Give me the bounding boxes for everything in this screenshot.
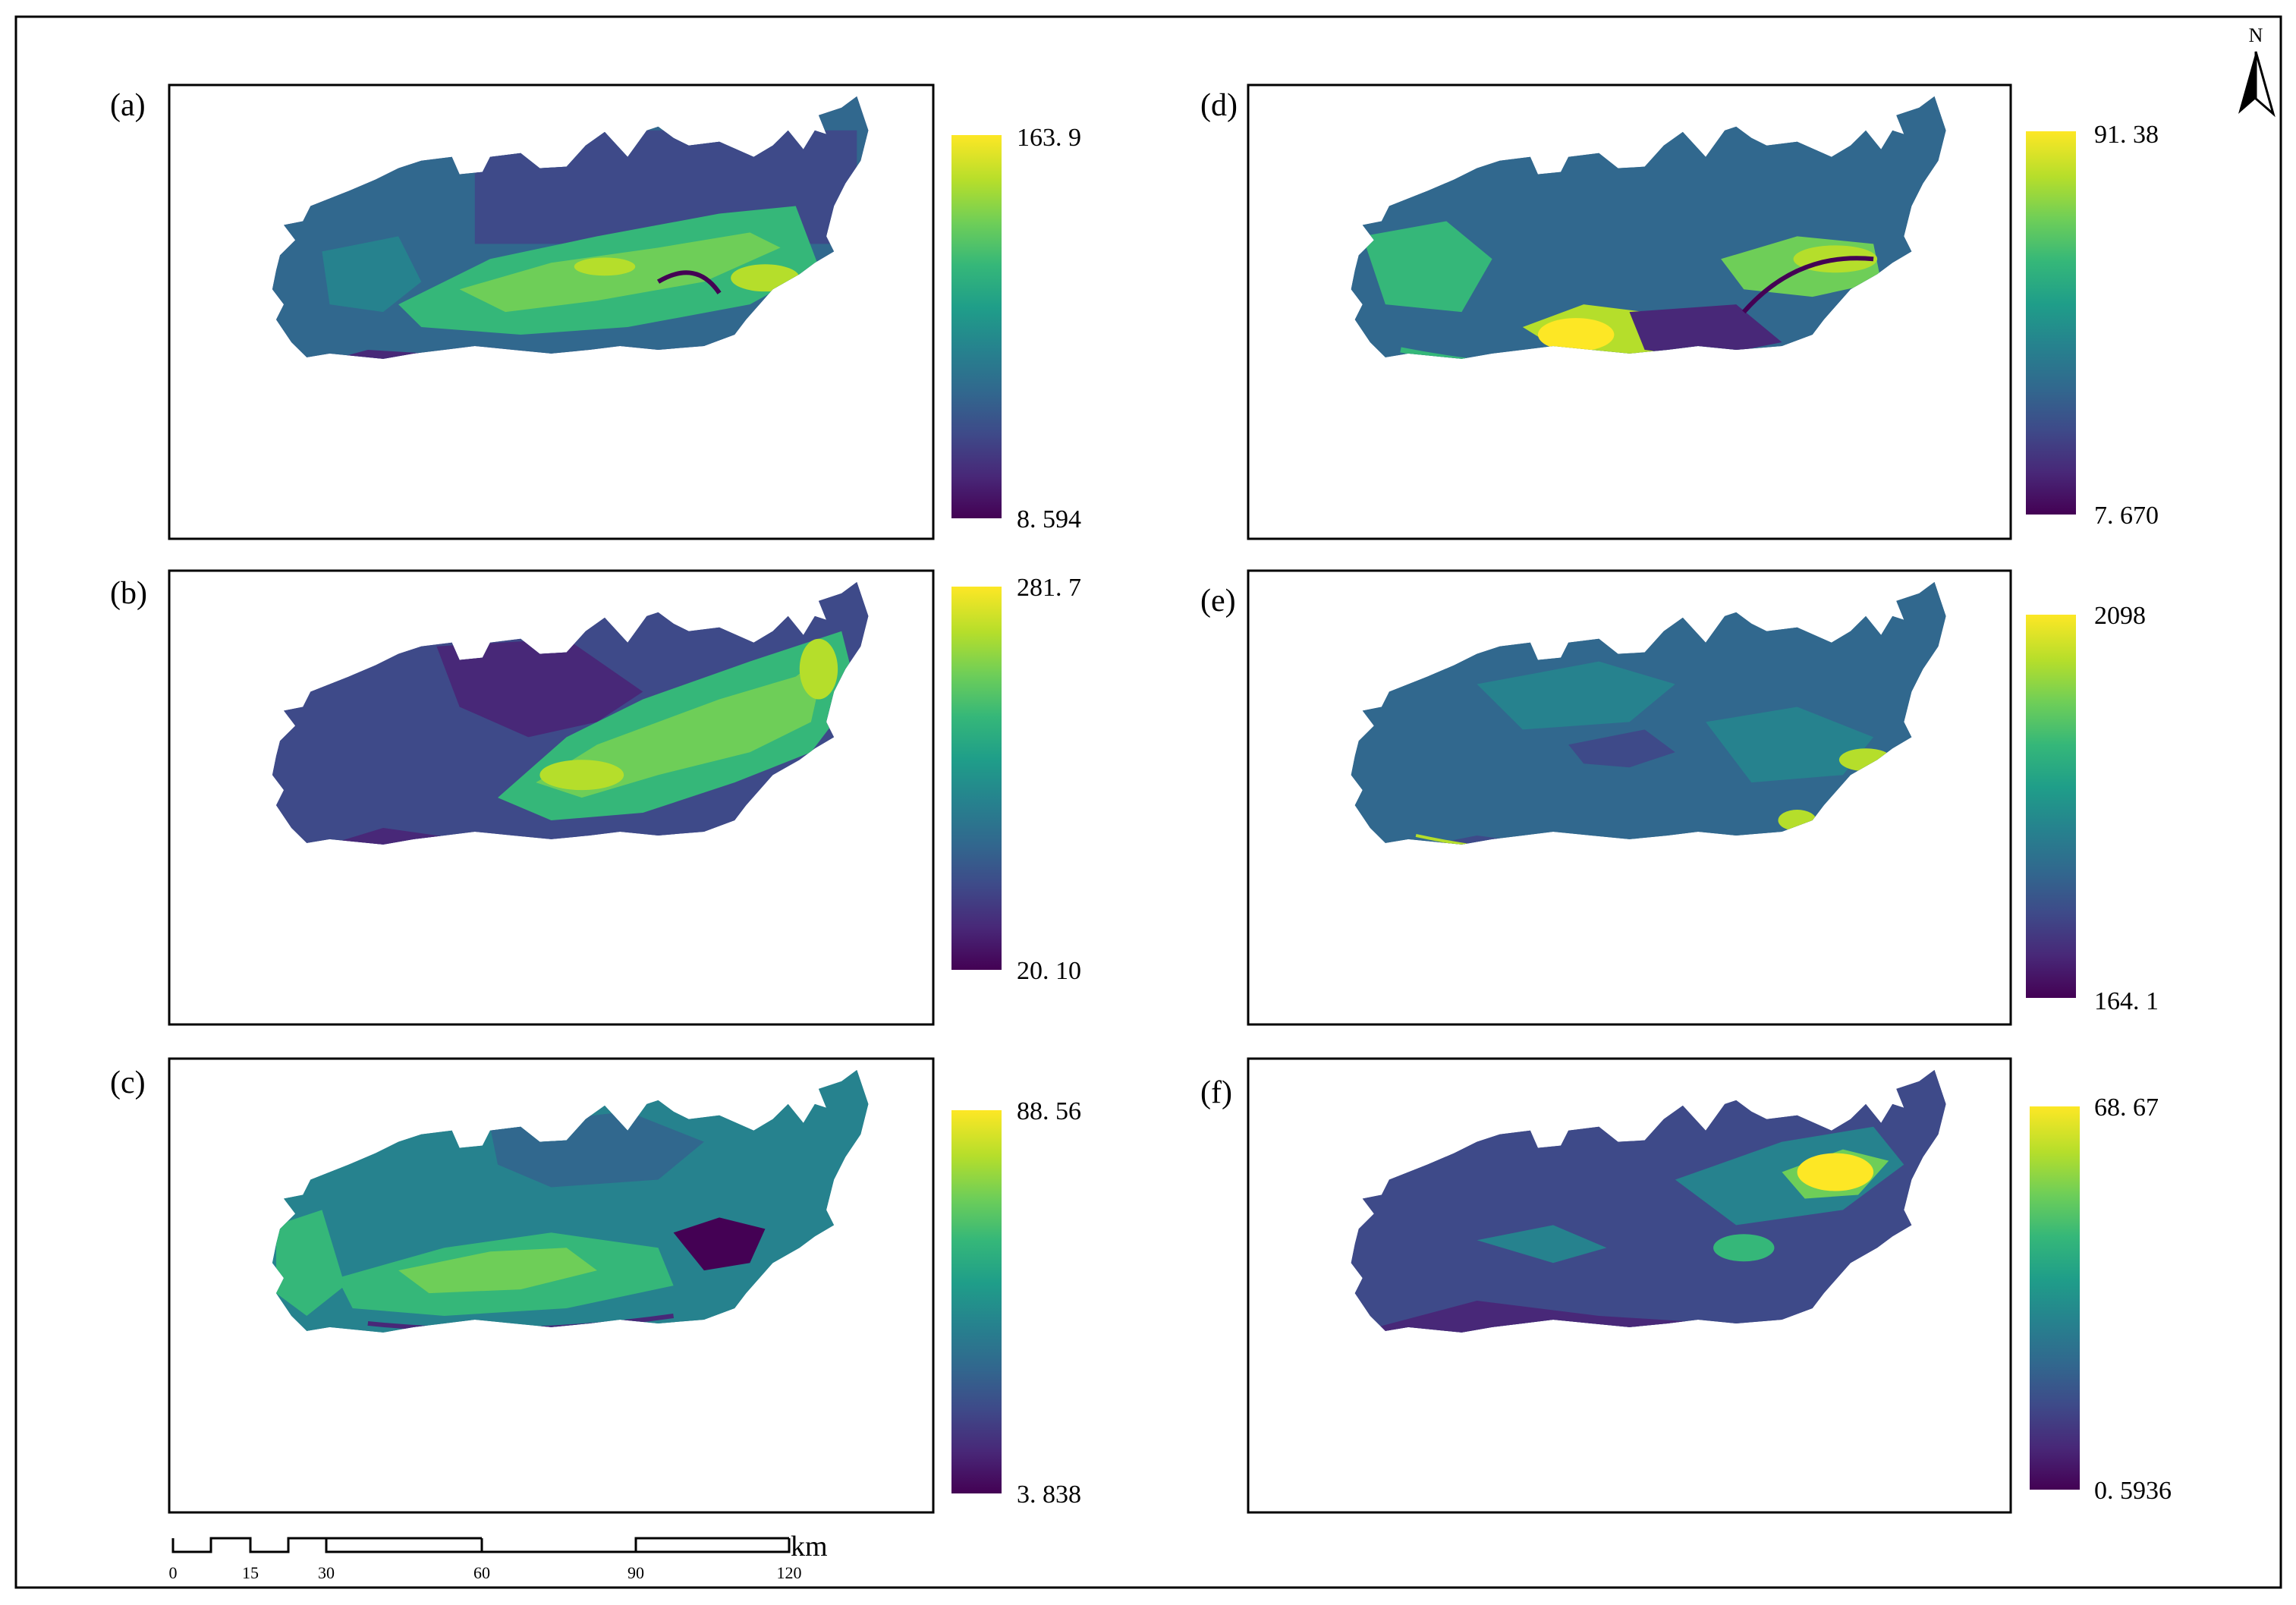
panel-f: (f) 68. 67 0. 5936	[1200, 1057, 2172, 1514]
scale-tick: 120	[777, 1563, 802, 1582]
scale-tick: 15	[242, 1563, 259, 1582]
figure-frame	[14, 15, 2282, 1589]
legend-max: 2098	[2094, 602, 2146, 630]
panel-label: (f)	[1200, 1075, 1232, 1110]
panel-d: (d) 91. 38 7. 670	[1200, 83, 2159, 540]
colorbar	[2026, 131, 2076, 515]
scale-bar: km 0 15 30 60 90 120	[169, 1531, 828, 1582]
legend-min: 3. 838	[1017, 1481, 1081, 1509]
panel-b: (b) 281. 7 20. 10	[110, 569, 1081, 1026]
legend-max: 88. 56	[1017, 1097, 1081, 1125]
panel-e: (e) 2098 164. 1	[1200, 569, 2159, 1026]
legend-min: 20. 10	[1017, 957, 1081, 985]
panel-label: (e)	[1200, 584, 1236, 618]
legend-max: 68. 67	[2094, 1094, 2159, 1122]
colorbar	[2030, 1106, 2080, 1490]
legend-min: 7. 670	[2094, 502, 2159, 530]
legend-max: 91. 38	[2094, 121, 2159, 149]
panel-label: (c)	[110, 1065, 146, 1100]
colorbar	[951, 135, 1002, 518]
colorbar	[951, 1110, 1002, 1493]
panel-a: (a) 163. 9 8. 594	[110, 83, 1081, 540]
panel-label: (d)	[1200, 88, 1238, 123]
panel-c: (c) 88. 56 3. 838	[110, 1057, 1081, 1514]
legend-min: 8. 594	[1017, 505, 1081, 533]
colorbar	[951, 587, 1002, 970]
legend-min: 164. 1	[2094, 987, 2159, 1015]
panel-label: (b)	[110, 576, 147, 611]
scale-tick: 60	[473, 1563, 490, 1582]
scale-tick: 0	[169, 1563, 178, 1582]
legend-max: 281. 7	[1017, 574, 1081, 602]
scale-tick: 30	[318, 1563, 335, 1582]
colorbar	[2026, 615, 2076, 998]
north-label: N	[2249, 24, 2263, 46]
north-arrow-icon: N	[2238, 24, 2276, 118]
panel-label: (a)	[110, 88, 146, 123]
legend-min: 0. 5936	[2094, 1477, 2172, 1505]
scale-tick: 90	[627, 1563, 644, 1582]
scale-unit: km	[791, 1531, 828, 1563]
legend-max: 163. 9	[1017, 124, 1081, 152]
